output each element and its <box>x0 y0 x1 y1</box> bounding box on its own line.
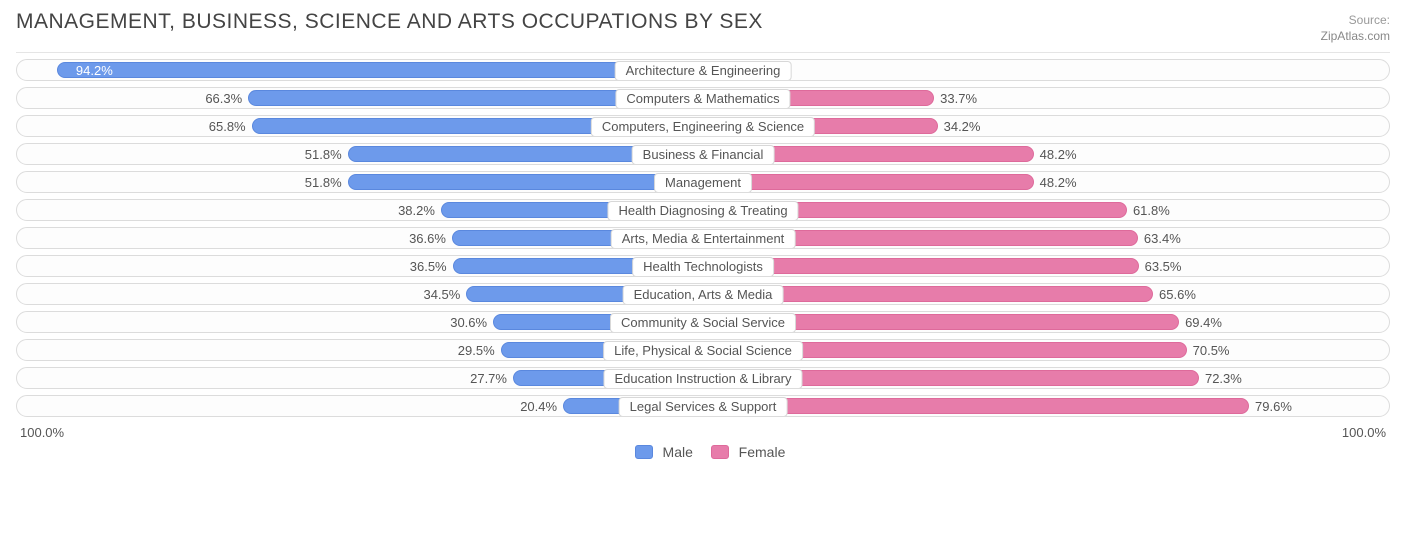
female-swatch-icon <box>711 445 729 459</box>
chart-row: 36.6% 63.4% Arts, Media & Entertainment <box>16 227 1390 249</box>
source-attribution: Source: ZipAtlas.com <box>1321 12 1390 44</box>
chart-row: 27.7% 72.3% Education Instruction & Librar… <box>16 367 1390 389</box>
bar-track: 36.5% 63.5% Health Technologists <box>16 255 1390 277</box>
bar-track: 34.5% 65.6% Education, Arts & Media <box>16 283 1390 305</box>
diverging-bar-chart: 94.2%5.8%Architecture & Engineering 66.3%… <box>16 52 1390 417</box>
female-pct-label: 48.2% <box>1040 172 1077 193</box>
category-label: Legal Services & Support <box>619 397 788 417</box>
male-pct-label: 36.5% <box>410 256 447 277</box>
source-label: Source: <box>1349 13 1390 27</box>
bar-track: 65.8% 34.2% Computers, Engineering & Scien… <box>16 115 1390 137</box>
axis-right-label: 100.0% <box>1342 425 1386 440</box>
category-label: Arts, Media & Entertainment <box>611 229 796 249</box>
male-pct-label: 51.8% <box>305 172 342 193</box>
category-label: Community & Social Service <box>610 313 796 333</box>
category-label: Computers & Mathematics <box>615 89 790 109</box>
male-pct-label: 65.8% <box>209 116 246 137</box>
female-pct-label: 63.5% <box>1145 256 1182 277</box>
female-pct-label: 34.2% <box>944 116 981 137</box>
bar-track: 66.3% 33.7% Computers & Mathematics <box>16 87 1390 109</box>
female-pct-label: 72.3% <box>1205 368 1242 389</box>
chart-row: 51.8% 48.2% Management <box>16 171 1390 193</box>
female-pct-label: 69.4% <box>1185 312 1222 333</box>
category-label: Architecture & Engineering <box>615 61 792 81</box>
male-pct-label: 20.4% <box>520 396 557 417</box>
chart-row: 65.8% 34.2% Computers, Engineering & Scien… <box>16 115 1390 137</box>
male-pct-label: 36.6% <box>409 228 446 249</box>
chart-row: 94.2%5.8%Architecture & Engineering <box>16 59 1390 81</box>
chart-row: 20.4% 79.6% Legal Services & Support <box>16 395 1390 417</box>
category-label: Business & Financial <box>632 145 775 165</box>
chart-row: 29.5% 70.5% Life, Physical & Social Scienc… <box>16 339 1390 361</box>
female-pct-label: 48.2% <box>1040 144 1077 165</box>
female-pct-label: 63.4% <box>1144 228 1181 249</box>
chart-title: MANAGEMENT, BUSINESS, SCIENCE AND ARTS O… <box>16 10 763 34</box>
chart-row: 51.8% 48.2% Business & Financial <box>16 143 1390 165</box>
female-pct-label: 65.6% <box>1159 284 1196 305</box>
bar-track: 29.5% 70.5% Life, Physical & Social Scienc… <box>16 339 1390 361</box>
male-pct-label: 29.5% <box>458 340 495 361</box>
bar-track: 27.7% 72.3% Education Instruction & Librar… <box>16 367 1390 389</box>
female-pct-label: 70.5% <box>1193 340 1230 361</box>
bar-track: 38.2% 61.8% Health Diagnosing & Treating <box>16 199 1390 221</box>
male-pct-label: 27.7% <box>470 368 507 389</box>
x-axis: 100.0% 100.0% <box>16 423 1390 440</box>
bar-track: 30.6% 69.4% Community & Social Service <box>16 311 1390 333</box>
female-bar <box>703 174 1034 190</box>
female-pct-label: 33.7% <box>940 88 977 109</box>
bar-track: 94.2%5.8%Architecture & Engineering <box>16 59 1390 81</box>
chart-row: 34.5% 65.6% Education, Arts & Media <box>16 283 1390 305</box>
category-label: Health Technologists <box>632 257 774 277</box>
male-pct-label: 38.2% <box>398 200 435 221</box>
category-label: Life, Physical & Social Science <box>603 341 803 361</box>
category-label: Computers, Engineering & Science <box>591 117 815 137</box>
category-label: Management <box>654 173 752 193</box>
male-pct-label: 51.8% <box>305 144 342 165</box>
source-site: ZipAtlas.com <box>1321 29 1390 43</box>
legend: Male Female <box>16 444 1390 460</box>
bar-track: 51.8% 48.2% Business & Financial <box>16 143 1390 165</box>
male-pct-label: 66.3% <box>205 88 242 109</box>
category-label: Health Diagnosing & Treating <box>607 201 798 221</box>
legend-male-label: Male <box>663 444 693 460</box>
male-pct-label: 94.2% <box>76 60 113 81</box>
chart-row: 30.6% 69.4% Community & Social Service <box>16 311 1390 333</box>
chart-row: 36.5% 63.5% Health Technologists <box>16 255 1390 277</box>
bar-track: 51.8% 48.2% Management <box>16 171 1390 193</box>
female-pct-label: 61.8% <box>1133 200 1170 221</box>
male-pct-label: 30.6% <box>450 312 487 333</box>
male-swatch-icon <box>635 445 653 459</box>
female-pct-label: 79.6% <box>1255 396 1292 417</box>
bar-track: 20.4% 79.6% Legal Services & Support <box>16 395 1390 417</box>
chart-row: 66.3% 33.7% Computers & Mathematics <box>16 87 1390 109</box>
axis-left-label: 100.0% <box>20 425 64 440</box>
legend-female-label: Female <box>739 444 786 460</box>
male-bar <box>57 62 703 78</box>
category-label: Education, Arts & Media <box>623 285 784 305</box>
chart-row: 38.2% 61.8% Health Diagnosing & Treating <box>16 199 1390 221</box>
bar-track: 36.6% 63.4% Arts, Media & Entertainment <box>16 227 1390 249</box>
male-pct-label: 34.5% <box>423 284 460 305</box>
category-label: Education Instruction & Library <box>603 369 802 389</box>
male-bar <box>348 174 703 190</box>
